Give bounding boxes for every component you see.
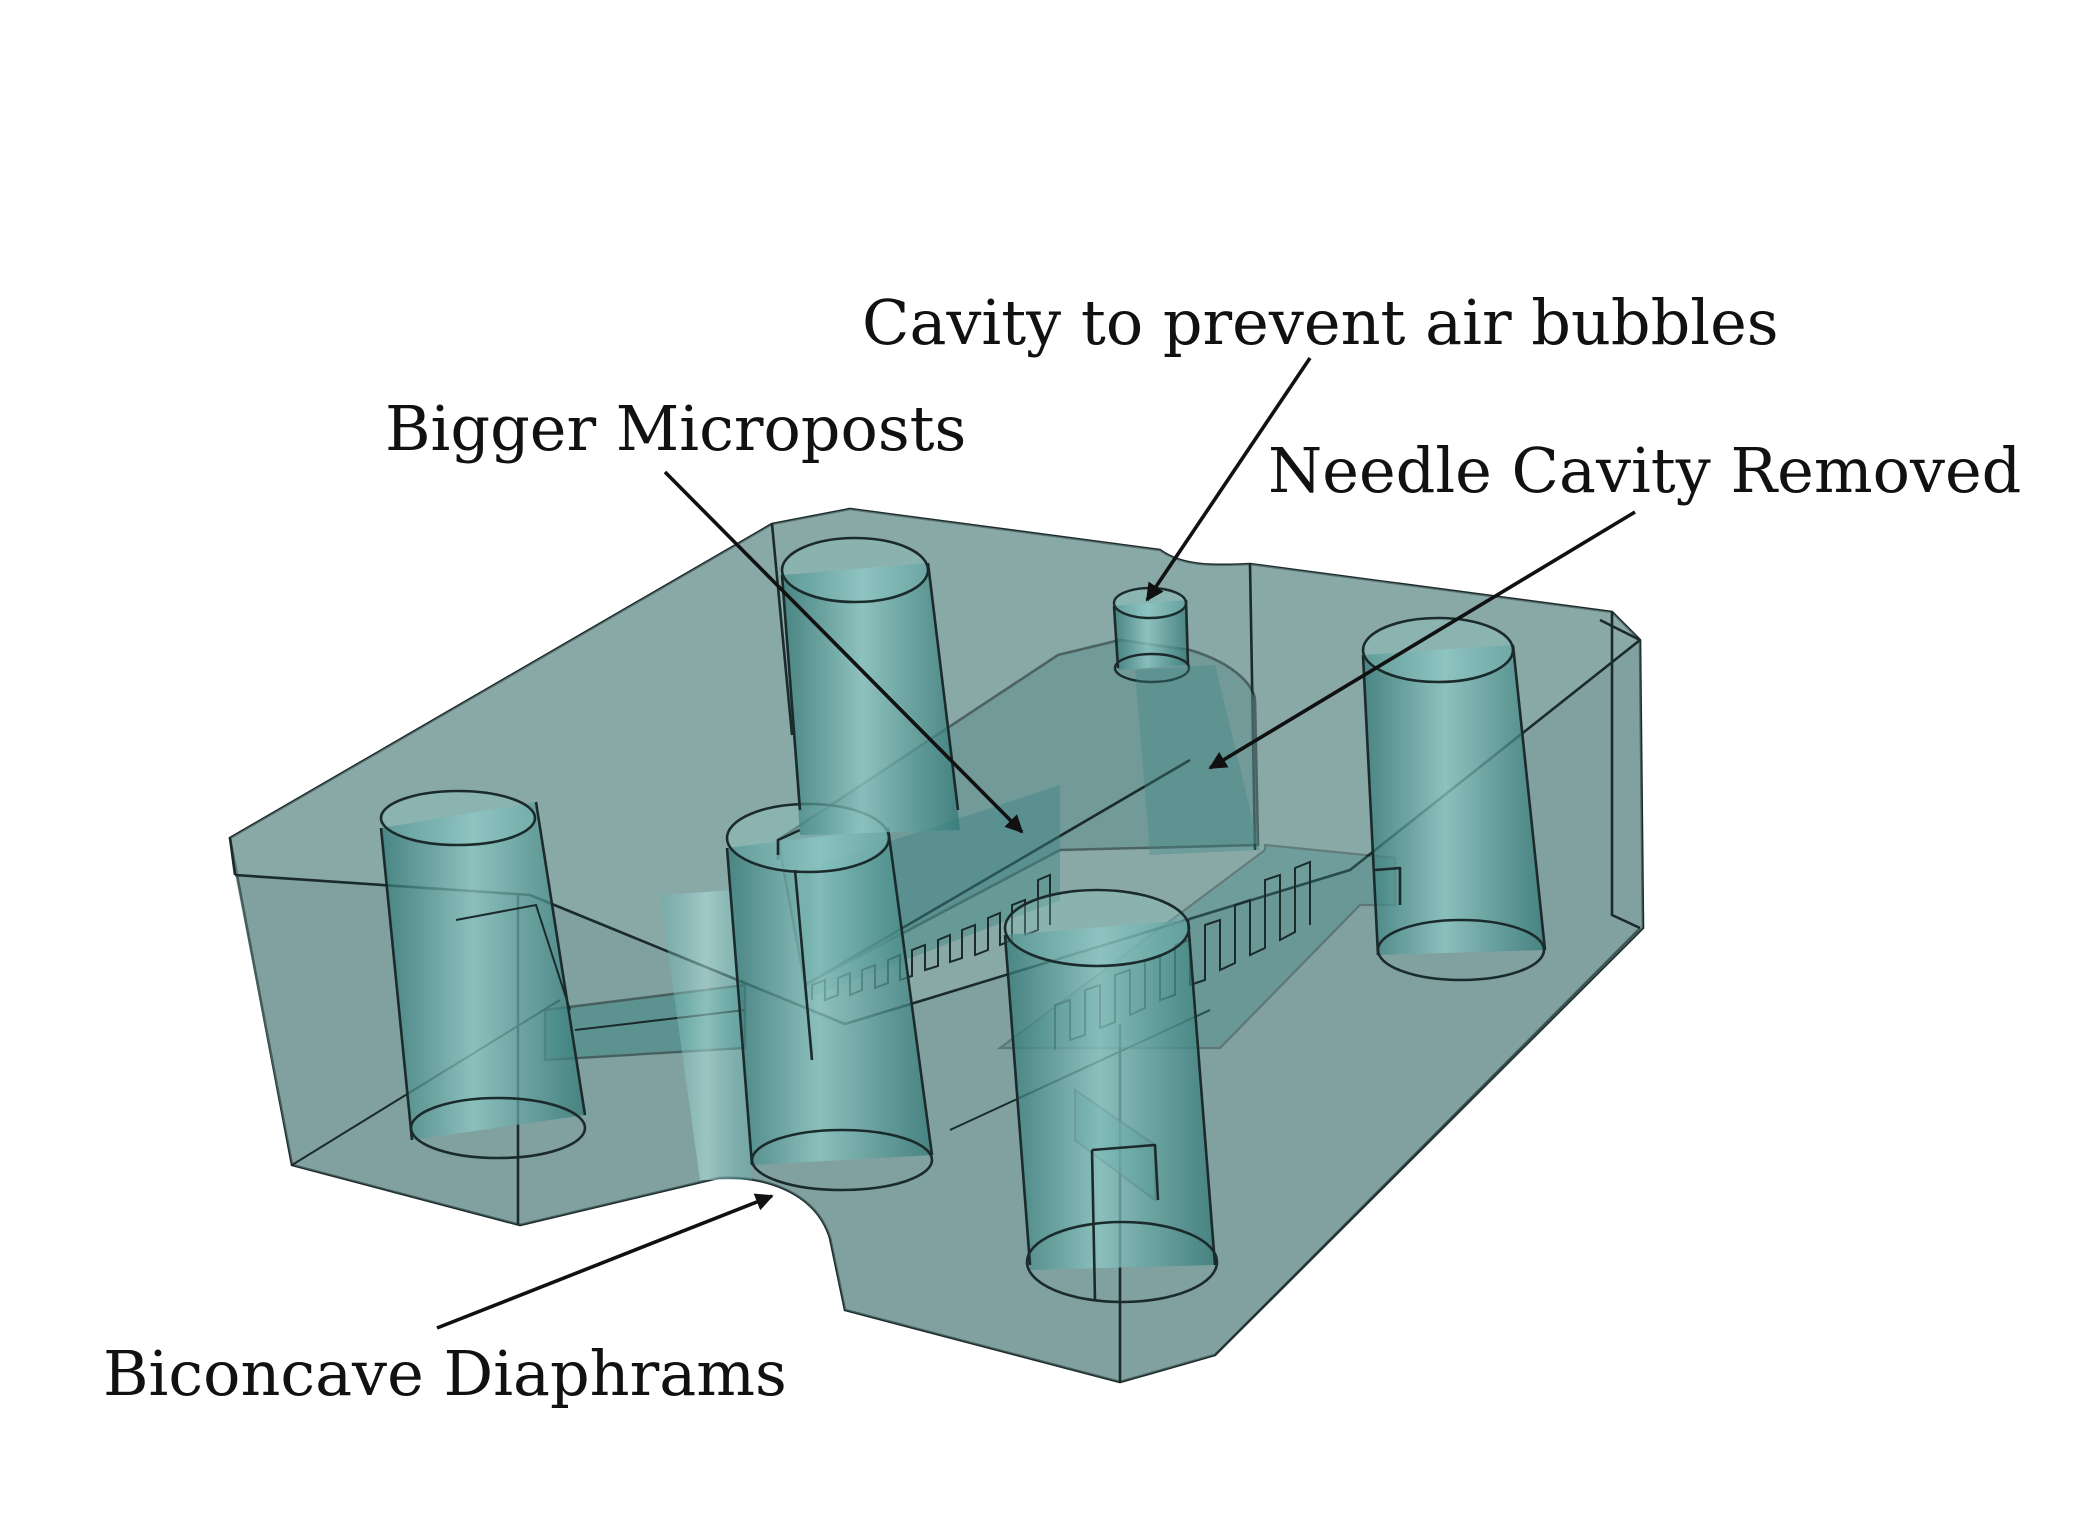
label-bigger-microposts: Bigger Microposts (385, 398, 966, 460)
cylinder-front-center (1005, 890, 1217, 1302)
label-cavity-air-bubbles: Cavity to prevent air bubbles (862, 292, 1779, 354)
label-biconcave-diaphrams: Biconcave Diaphrams (103, 1343, 787, 1405)
label-needle-cavity-removed: Needle Cavity Removed (1268, 440, 2021, 502)
